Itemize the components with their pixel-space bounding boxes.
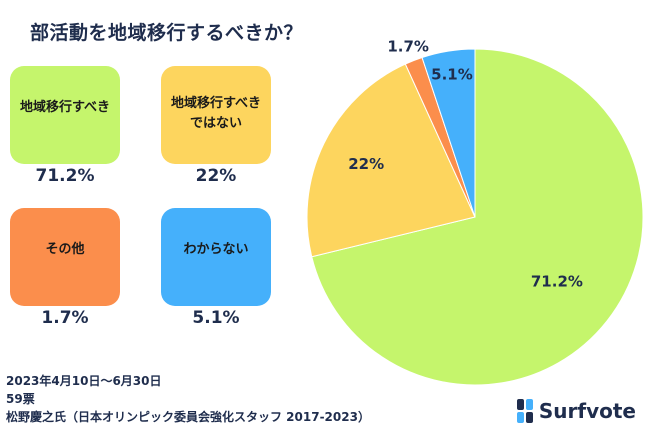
legend-card-label: わからない (161, 240, 271, 260)
vote-count: 59票 (6, 392, 35, 406)
surfvote-logo-text: Surfvote (538, 399, 636, 423)
legend-card-label-line: その他 (45, 242, 85, 257)
legend-card-label-line: 地域移行すべき (170, 96, 262, 111)
legend-card-label: その他 (10, 240, 120, 260)
surfvote-logo: Surfvote (515, 398, 636, 424)
legend-card-value: 71.2% (35, 166, 95, 186)
legend-card-label: 地域移行すべき (10, 98, 120, 118)
legend-card-label-line: 地域移行すべき (19, 100, 111, 115)
pie-slice-label: 71.2% (531, 272, 583, 290)
legend-card-should-transition: 地域移行すべき 71.2% (10, 66, 120, 186)
pie-slice-label: 5.1% (431, 65, 473, 83)
legend-card-dont-know: わからない 5.1% (161, 208, 271, 328)
pie-slice (311, 48, 644, 386)
surfvote-logo-icon (516, 399, 533, 423)
legend-card-value: 22% (195, 166, 237, 186)
legend-card-label: 地域移行すべき ではない (161, 94, 271, 134)
legend-card-label-line: ではない (189, 116, 242, 131)
legend-card-value: 5.1% (192, 308, 240, 328)
legend-card-other: その他 1.7% (10, 208, 120, 328)
pie-slice (421, 48, 476, 218)
pie-slice-label: 22% (348, 155, 384, 173)
pie-slice-label: 1.7% (387, 38, 429, 56)
pie-slice (306, 63, 476, 258)
chart-title: 部活動を地域移行するべきか？ (30, 22, 304, 44)
source-credit: 松野慶之氏（日本オリンピック委員会強化スタッフ 2017-2023） (6, 410, 370, 424)
survey-period: 2023年4月10日～6月30日 (6, 374, 162, 388)
legend-card-value: 1.7% (41, 308, 89, 328)
legend-card-label-line: わからない (183, 242, 249, 257)
legend-card-should-not-transition: 地域移行すべき ではない 22% (161, 66, 271, 186)
